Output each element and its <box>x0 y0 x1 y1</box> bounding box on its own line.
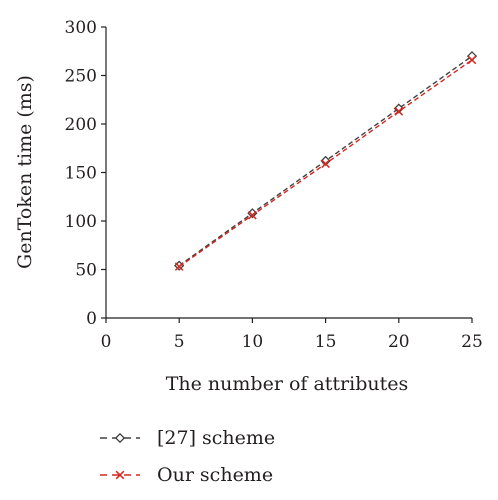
axes <box>105 27 472 319</box>
legend-marker <box>114 432 126 444</box>
x-tick-label: 0 <box>101 332 112 352</box>
legend: [27] scheme Our scheme <box>100 427 275 486</box>
y-tick-label: 250 <box>65 67 97 87</box>
legend-label: Our scheme <box>157 464 273 486</box>
y-tick-label: 0 <box>86 309 97 329</box>
x-marker-stroke <box>321 159 330 169</box>
y-tick-label: 150 <box>65 164 97 184</box>
legend-label: [27] scheme <box>157 427 275 449</box>
plot-area <box>174 50 478 271</box>
legend-entry-2: Our scheme <box>100 464 273 486</box>
x-axis-ticks: 0 5 10 15 20 25 <box>101 318 483 352</box>
x-tick-label: 20 <box>388 332 410 352</box>
data-point <box>467 55 477 65</box>
y-axis-title: GenToken time (ms) <box>14 75 36 269</box>
x-marker-stroke <box>115 470 125 480</box>
data-point <box>174 262 184 271</box>
x-tick-label: 25 <box>461 332 483 352</box>
x-marker-stroke <box>467 55 477 65</box>
data-point <box>321 159 330 169</box>
x-axis-title: The number of attributes <box>166 373 409 395</box>
x-marker-stroke <box>248 210 257 220</box>
x-tick-label: 5 <box>174 332 185 352</box>
data-point <box>320 155 331 166</box>
legend-marker <box>115 470 125 480</box>
data-point <box>393 103 404 114</box>
legend-entry-1: [27] scheme <box>100 427 275 449</box>
y-tick-label: 50 <box>75 261 97 281</box>
y-tick-label: 300 <box>65 18 97 38</box>
y-tick-label: 200 <box>65 115 97 135</box>
x-marker-stroke <box>174 262 184 271</box>
series-2 <box>174 55 477 271</box>
y-tick-label: 100 <box>65 212 97 232</box>
x-tick-label: 10 <box>242 332 264 352</box>
data-point <box>394 107 404 116</box>
data-point <box>248 210 257 220</box>
x-marker-stroke <box>394 107 404 116</box>
y-axis-ticks: 0 50 100 150 200 250 300 <box>65 18 106 329</box>
x-tick-label: 15 <box>315 332 337 352</box>
